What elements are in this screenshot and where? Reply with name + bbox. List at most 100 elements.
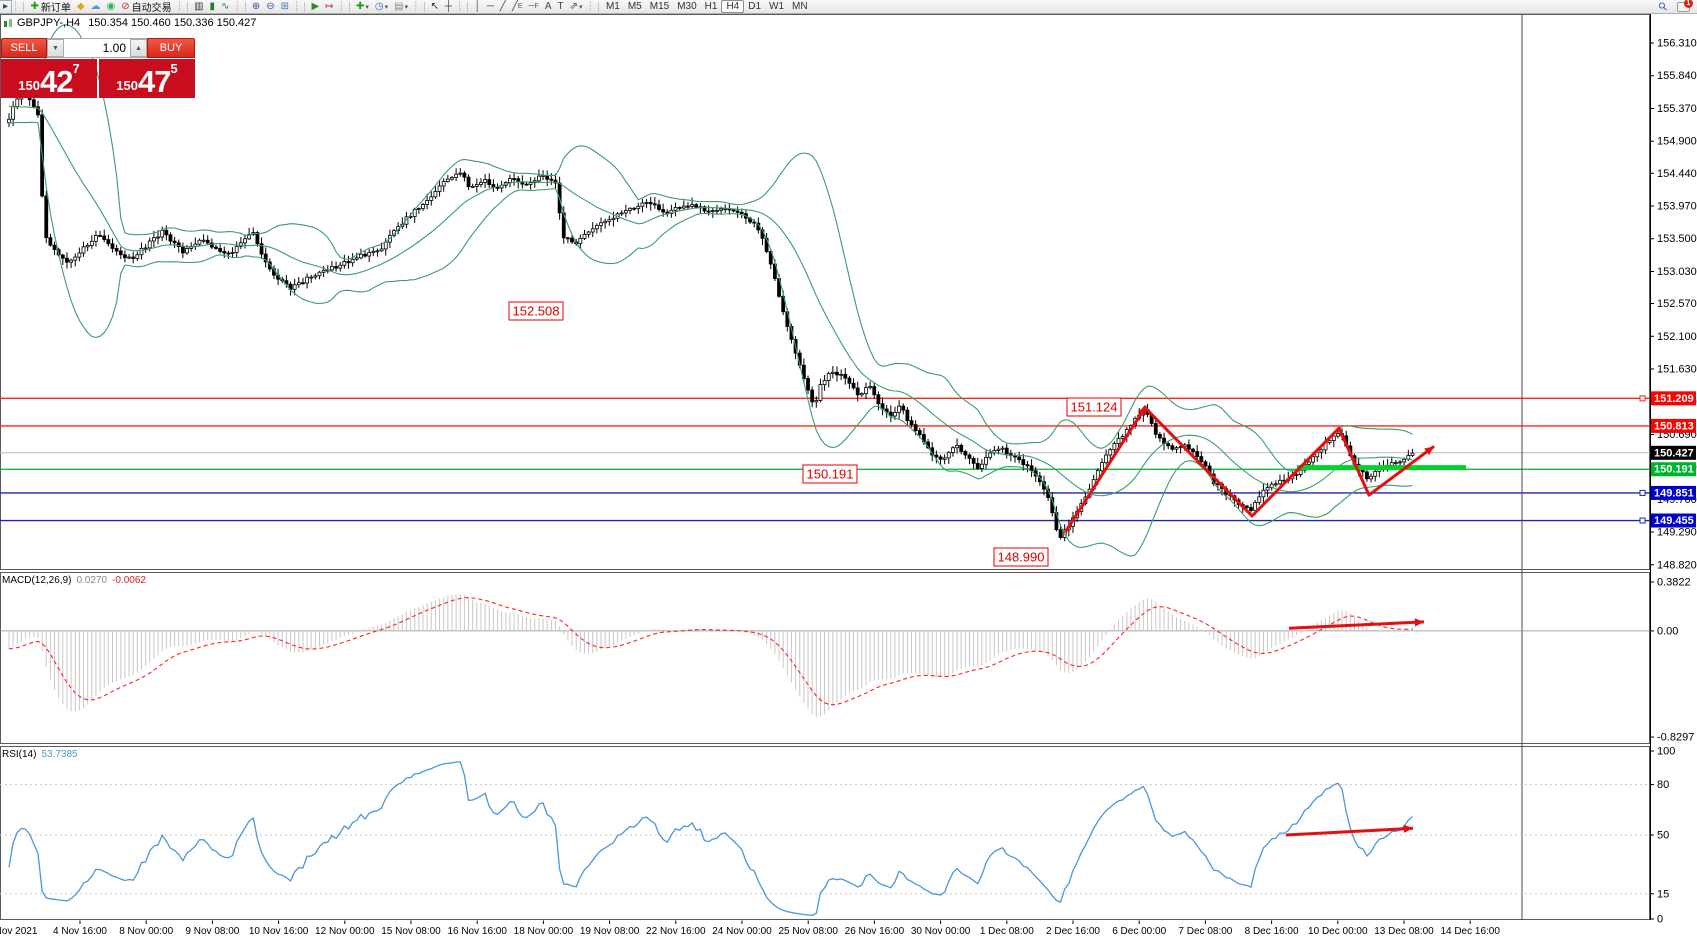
vertical-line-tool-icon: │ (474, 0, 481, 12)
time-tick: 6 Dec 00:00 (1112, 926, 1166, 937)
autotrading-button[interactable]: ⊘ 自动交易 (121, 0, 172, 14)
text-tool-icon: A (544, 0, 552, 12)
zoom-out-button[interactable]: ⊖ (263, 1, 277, 13)
crosshair-tool[interactable]: ┼ (442, 1, 455, 13)
notifications-icon[interactable]: 1 (1677, 0, 1693, 12)
auto-scroll-button[interactable]: ▶ (308, 1, 322, 13)
channel-tool-icon: ╱ (511, 0, 518, 12)
vertical-line-tool[interactable]: │ (471, 1, 483, 13)
notification-badge: 1 (1684, 0, 1693, 8)
signal-icon[interactable]: ◉ (104, 1, 119, 13)
symbol-period-label: GBPJPY-,H4 (17, 17, 81, 29)
volume-input[interactable] (64, 39, 130, 57)
chart-region[interactable]: 156.310 155.840 155.370 154.900 154.440 153.9… (0, 14, 1697, 937)
tile-windows-button[interactable]: ⊞ (278, 1, 292, 13)
price-tick: 155.840 (1657, 70, 1697, 82)
price-tick: 151.630 (1657, 364, 1697, 376)
time-tick: Nov 2021 (0, 926, 38, 937)
timeframe-m5[interactable]: M5 (627, 1, 642, 12)
time-tick: 24 Nov 00:00 (712, 926, 772, 937)
price-tick: 153.970 (1657, 201, 1697, 213)
trendline-tool[interactable]: ╱ (497, 1, 509, 13)
price-tick: 152.570 (1657, 298, 1697, 310)
chart-window-icon[interactable]: ▸ (0, 0, 13, 14)
rsi-tick: 80 (1657, 779, 1669, 791)
cloud-icon[interactable]: ☁ (88, 1, 104, 13)
price-annotation-152.508[interactable]: 152.508 (508, 301, 564, 321)
templates-button[interactable]: ▤ ▾ (391, 1, 411, 13)
candlestick-chart-icon[interactable]: ▮ (207, 1, 219, 13)
chevron-down-icon: ▾ (365, 3, 369, 11)
periods-button[interactable]: ◷ ▾ (372, 1, 391, 13)
svg-text:149.851: 149.851 (1654, 487, 1694, 499)
rsi-label: RSI(14) 53.7385 (2, 749, 78, 760)
price-annotation-151.124[interactable]: 151.124 (1066, 397, 1122, 417)
search-icon[interactable]: ⚲ (1656, 0, 1671, 14)
price-marker-149.455 (1651, 513, 1696, 528)
buy-button[interactable]: BUY (147, 38, 195, 58)
time-tick: 7 Dec 08:00 (1178, 926, 1232, 937)
buy-quote[interactable]: 150 47 5 (99, 59, 195, 98)
label-tool[interactable]: T (555, 1, 567, 13)
price-annotation-150.191[interactable]: 150.191 (802, 464, 858, 484)
tile-windows-button-icon: ⊞ (280, 0, 290, 12)
trend-arrow-1[interactable] (1063, 405, 1148, 534)
timeframe-h1[interactable]: H1 (704, 1, 718, 12)
macd-tick: 0.3822 (1657, 577, 1691, 589)
price-tick: 154.900 (1657, 136, 1697, 148)
time-tick: 30 Nov 00:00 (911, 926, 971, 937)
price-marker-149.851 (1651, 485, 1696, 500)
trend-arrow-2[interactable] (1144, 407, 1435, 518)
line-chart-icon[interactable]: ∿ (218, 1, 232, 13)
timeframe-m1[interactable]: M1 (605, 1, 620, 12)
horizontal-line-tool[interactable]: ─ (484, 1, 497, 13)
new-order-button[interactable]: ✚ 新订单 (30, 0, 71, 14)
templates-button-icon: ▤ (394, 0, 404, 12)
gold-icon[interactable]: ◆ (74, 1, 88, 13)
indicators-button-icon: ✚ (355, 0, 365, 12)
timeframe-d1[interactable]: D1 (748, 1, 762, 12)
rsi-arrow[interactable] (1285, 824, 1414, 837)
text-tool[interactable]: A (542, 1, 555, 13)
timeframe-w1[interactable]: W1 (769, 1, 785, 12)
timeframe-h4[interactable]: H4 (721, 0, 745, 13)
chart-icon (4, 19, 12, 27)
channel-tool[interactable]: ╱ E (511, 0, 523, 12)
timeframe-m15[interactable]: M15 (649, 1, 670, 12)
toolbar: ▸ ┆ ✚ 新订单 ◆ ☁ ◉ ⊘ 自动交易 ┆ ▥ ▮ ∿ ┆ ⊕ ⊖ ⊞ ┆ ▶ ↦ ┆ ✚ ▾ ◷ ▾ ▤ ▾ ┆ ↖ ┼ ┆ │ ─ ╱ ╱… (0, 0, 1697, 14)
sell-button[interactable]: SELL (1, 38, 47, 58)
chevron-down-icon: ▾ (579, 3, 583, 11)
trendline-tool-icon: ╱ (499, 0, 506, 12)
line-handle[interactable] (1639, 517, 1646, 524)
timeframe-mn[interactable]: MN (792, 1, 808, 12)
new-order-button-icon: ✚ (30, 0, 39, 12)
chart-window-icon-icon: ▸ (3, 0, 9, 12)
macd-tick: 0.00 (1657, 625, 1678, 637)
fibonacci-tool-icon: ┈ (528, 0, 535, 12)
line-handle[interactable] (1639, 395, 1646, 402)
label-tool-icon: T (557, 0, 564, 12)
time-tick: 1 Dec 08:00 (980, 926, 1034, 937)
cursor-tool[interactable]: ↖ (428, 1, 442, 13)
fibonacci-tool[interactable]: ┈ F (528, 0, 539, 12)
chart-shift-button[interactable]: ↦ (322, 1, 336, 13)
timeframe-m30[interactable]: M30 (677, 1, 697, 12)
sell-quote[interactable]: 150 42 7 (1, 59, 97, 98)
zoom-in-button[interactable]: ⊕ (249, 1, 263, 13)
indicators-button[interactable]: ✚ ▾ (353, 1, 372, 13)
bar-chart-icon[interactable]: ▥ (191, 1, 206, 13)
price-marker-150.813 (1651, 418, 1696, 433)
arrows-tool[interactable]: ⇗ ▾ (567, 1, 586, 13)
line-chart-icon-icon: ∿ (221, 0, 230, 12)
price-tick: 152.100 (1657, 331, 1697, 343)
price-marker-150.427 (1651, 445, 1696, 460)
macd-arrow[interactable] (1288, 618, 1425, 630)
price-marker-151.209 (1651, 391, 1696, 406)
svg-text:150.813: 150.813 (1654, 420, 1694, 432)
volume-decrease-button[interactable]: ▼ (47, 39, 64, 57)
volume-increase-button[interactable]: ▲ (130, 39, 147, 57)
price-annotation-148.990[interactable]: 148.990 (993, 547, 1049, 567)
chart-canvas[interactable]: 156.310 155.840 155.370 154.900 154.440 153.9… (0, 14, 1697, 937)
line-handle[interactable] (1639, 489, 1646, 496)
